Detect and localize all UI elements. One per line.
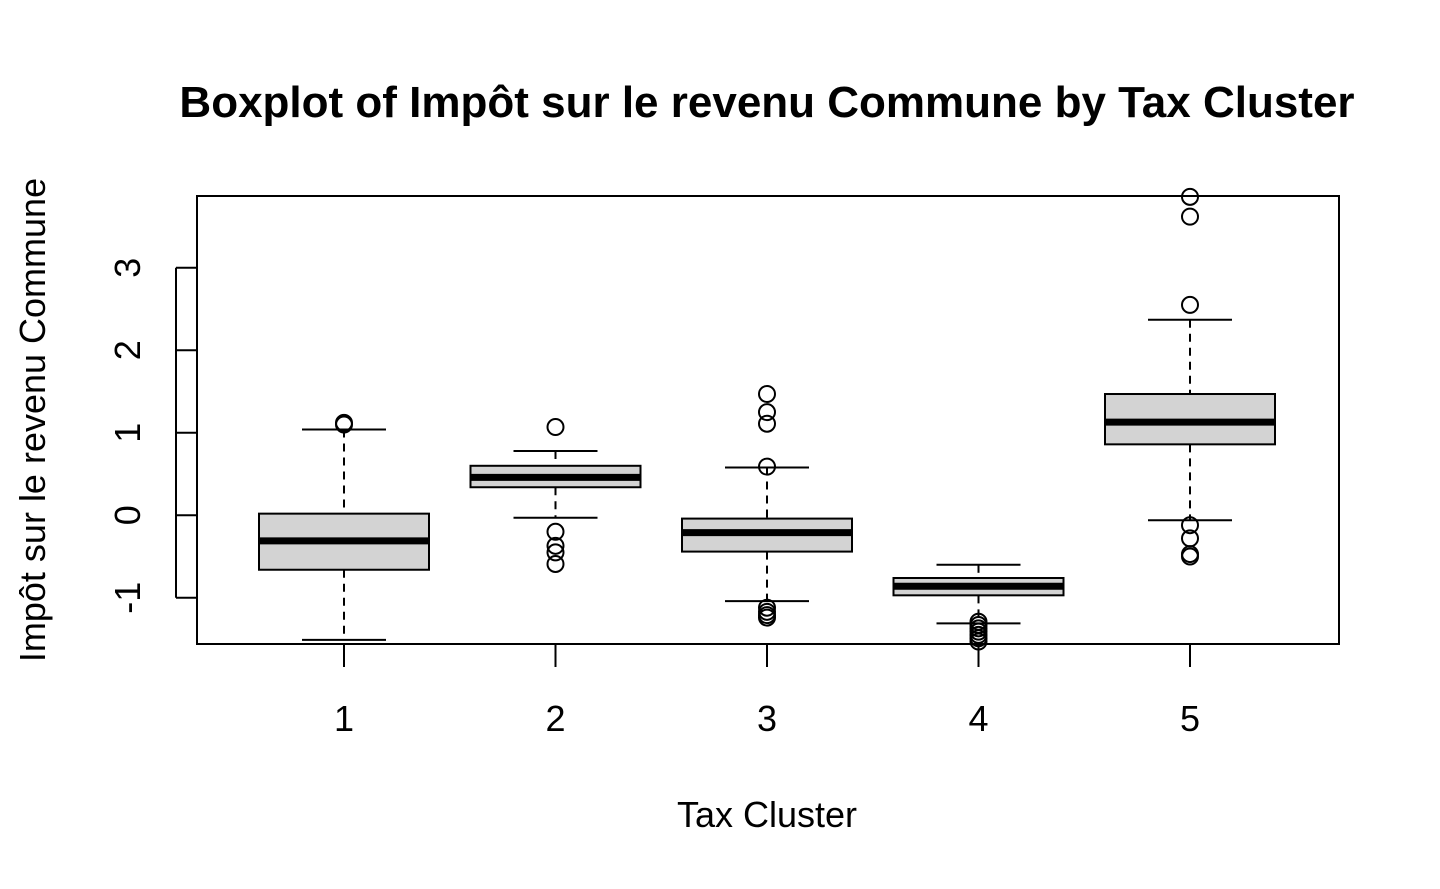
outlier-point: [335, 413, 353, 432]
chart-title: Boxplot of Impôt sur le revenu Commune b…: [179, 78, 1354, 127]
x-tick-label: 2: [545, 698, 565, 739]
x-tick-label: 1: [334, 698, 354, 739]
outlier-point: [1181, 295, 1199, 314]
x-tick-label: 4: [968, 698, 988, 739]
outlier-point: [758, 403, 776, 422]
outlier-point: [758, 598, 776, 617]
outlier-point: [546, 522, 565, 541]
outlier-point: [546, 536, 565, 555]
x-axis-title: Tax Cluster: [677, 794, 857, 835]
outlier-point: [546, 543, 565, 562]
outlier-point: [758, 414, 776, 433]
outlier-point: [969, 632, 988, 651]
y-tick-label: -1: [107, 582, 148, 614]
plot-marks: -1 0 1 2 3 1 2 3 4 5: [107, 187, 1276, 739]
outlier-point: [1181, 547, 1199, 566]
x-tick-label: 3: [757, 698, 777, 739]
x-tick-label: 5: [1180, 698, 1200, 739]
y-axis-title: Impôt sur le revenu Commune: [12, 178, 53, 662]
outlier-point: [758, 457, 776, 476]
y-tick-label: 0: [107, 505, 148, 525]
plot-frame: [196, 195, 1340, 645]
outlier-point: [546, 554, 565, 573]
outlier-point: [1181, 516, 1199, 535]
outlier-point: [758, 385, 776, 404]
outlier-point: [758, 608, 776, 627]
outlier-point: [546, 418, 565, 437]
y-tick-label: 2: [107, 340, 148, 360]
y-tick-label: 3: [107, 258, 148, 278]
outlier-point: [1181, 207, 1199, 226]
y-tick-label: 1: [107, 423, 148, 443]
